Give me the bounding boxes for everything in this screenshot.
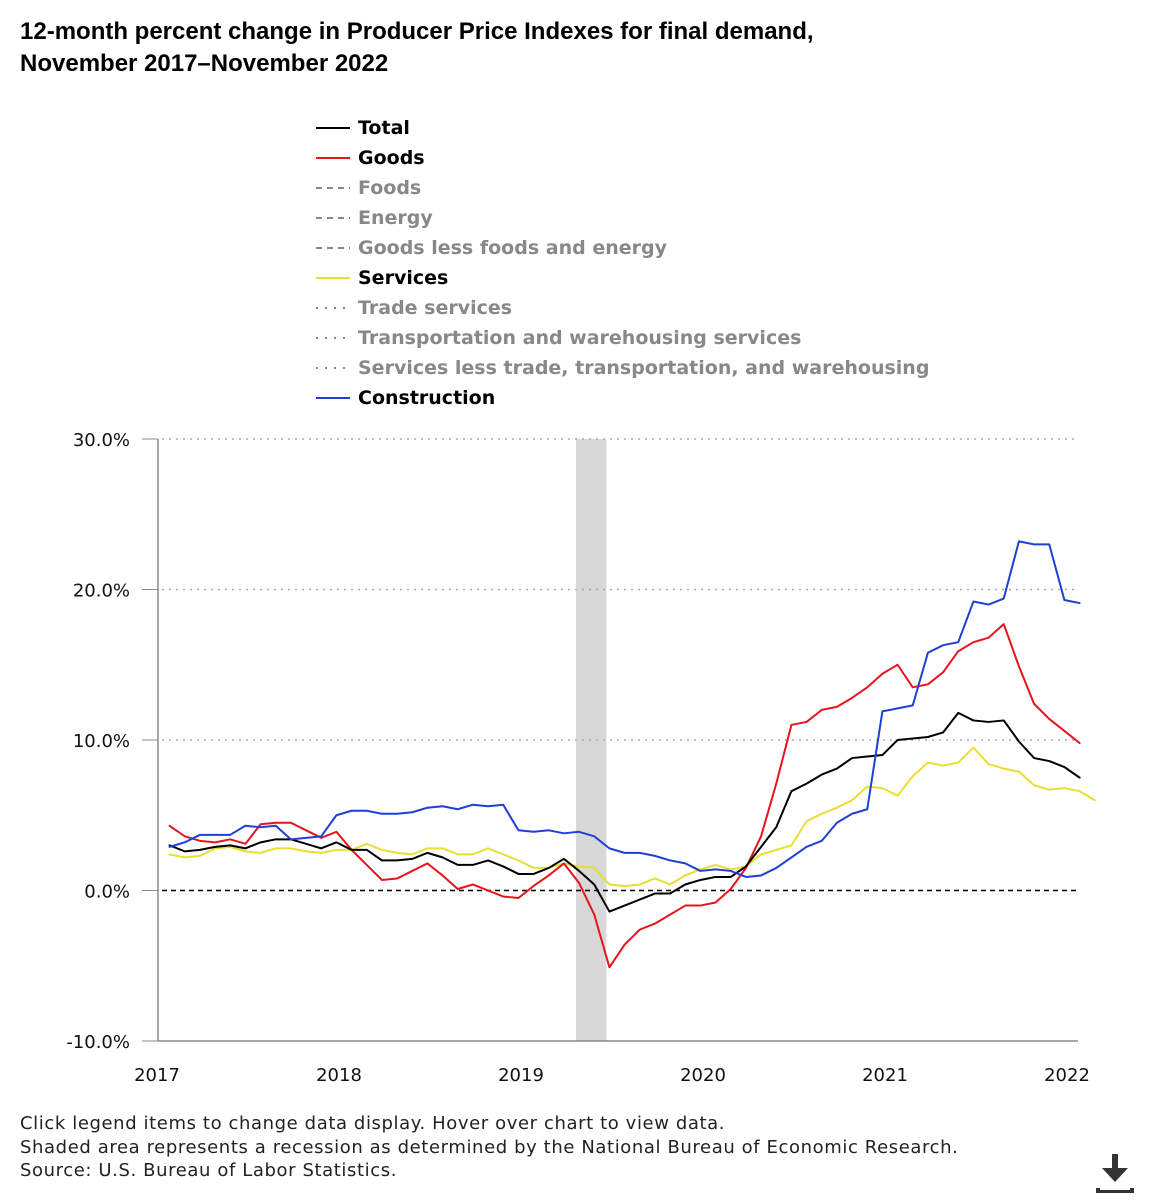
download-icon xyxy=(1096,1154,1134,1193)
x-tick-label: 2019 xyxy=(498,1065,544,1086)
legend-swatch xyxy=(316,397,350,399)
legend-swatch xyxy=(316,247,350,249)
legend-label: Goods less foods and energy xyxy=(358,237,667,259)
legend-label: Total xyxy=(358,117,410,139)
y-tick-label: 30.0% xyxy=(73,430,130,451)
legend: Total Goods Foods Energy Goods less foods an… xyxy=(316,113,1016,413)
legend-swatch xyxy=(316,307,350,309)
legend-swatch xyxy=(316,187,350,189)
series-line-services xyxy=(168,746,1096,887)
legend-item-transportation-and-warehousing-services[interactable]: Transportation and warehousing services xyxy=(316,323,1016,353)
legend-label: Foods xyxy=(358,177,422,199)
y-tick-label: 20.0% xyxy=(73,581,130,602)
line-chart[interactable]: 30.0% 20.0% 10.0% 0.0% -10.0%2017 2018 2019 202… xyxy=(0,420,1120,1100)
legend-item-services-less-trade-transportation-and-warehousing[interactable]: Services less trade, transportation, and… xyxy=(316,353,1016,383)
series-line-total xyxy=(168,711,1081,913)
series-line-construction xyxy=(168,540,1081,878)
legend-label: Energy xyxy=(358,207,433,229)
chart-title-line1: 12-month percent change in Producer Pric… xyxy=(20,18,814,45)
note-instructions: Click legend items to change data displa… xyxy=(20,1113,726,1134)
x-tick-label: 2017 xyxy=(134,1065,180,1086)
x-tick-label: 2020 xyxy=(680,1065,726,1086)
legend-swatch xyxy=(316,127,350,129)
legend-swatch xyxy=(316,337,350,339)
series-line-goods xyxy=(168,623,1081,969)
legend-item-services[interactable]: Services xyxy=(316,263,1016,293)
legend-item-construction[interactable]: Construction xyxy=(316,383,1016,413)
legend-item-trade-services[interactable]: Trade services xyxy=(316,293,1016,323)
legend-label: Goods xyxy=(358,147,425,169)
legend-item-goods[interactable]: Goods xyxy=(316,143,1016,173)
legend-item-total[interactable]: Total xyxy=(316,113,1016,143)
y-tick-label: 10.0% xyxy=(73,731,130,752)
x-tick-label: 2021 xyxy=(862,1065,908,1086)
legend-label: Construction xyxy=(358,387,496,409)
legend-swatch xyxy=(316,157,350,159)
download-button[interactable] xyxy=(1092,1150,1138,1196)
legend-item-energy[interactable]: Energy xyxy=(316,203,1016,233)
chart-title: 12-month percent change in Producer Pric… xyxy=(20,16,1140,80)
legend-label: Services xyxy=(358,267,449,289)
note-recession: Shaded area represents a recession as de… xyxy=(20,1136,959,1158)
legend-swatch xyxy=(316,277,350,279)
recession-shade xyxy=(576,439,607,1041)
y-tick-label: 0.0% xyxy=(84,882,130,903)
x-tick-label: 2022 xyxy=(1044,1065,1090,1086)
legend-label: Trade services xyxy=(358,297,513,319)
legend-swatch xyxy=(316,217,350,219)
legend-label: Services less trade, transportation, and… xyxy=(358,357,930,379)
legend-swatch xyxy=(316,367,350,369)
legend-item-foods[interactable]: Foods xyxy=(316,173,1016,203)
x-tick-label: 2018 xyxy=(316,1065,362,1086)
note-source: Source: U.S. Bureau of Labor Statistics. xyxy=(20,1160,398,1181)
legend-label: Transportation and warehousing services xyxy=(358,327,802,349)
chart-notes: Click legend items to change data displa… xyxy=(20,1112,1080,1183)
chart-title-line2: November 2017–November 2022 xyxy=(20,50,389,77)
legend-item-goods-less-foods-and-energy[interactable]: Goods less foods and energy xyxy=(316,233,1016,263)
y-tick-label: -10.0% xyxy=(66,1032,130,1053)
